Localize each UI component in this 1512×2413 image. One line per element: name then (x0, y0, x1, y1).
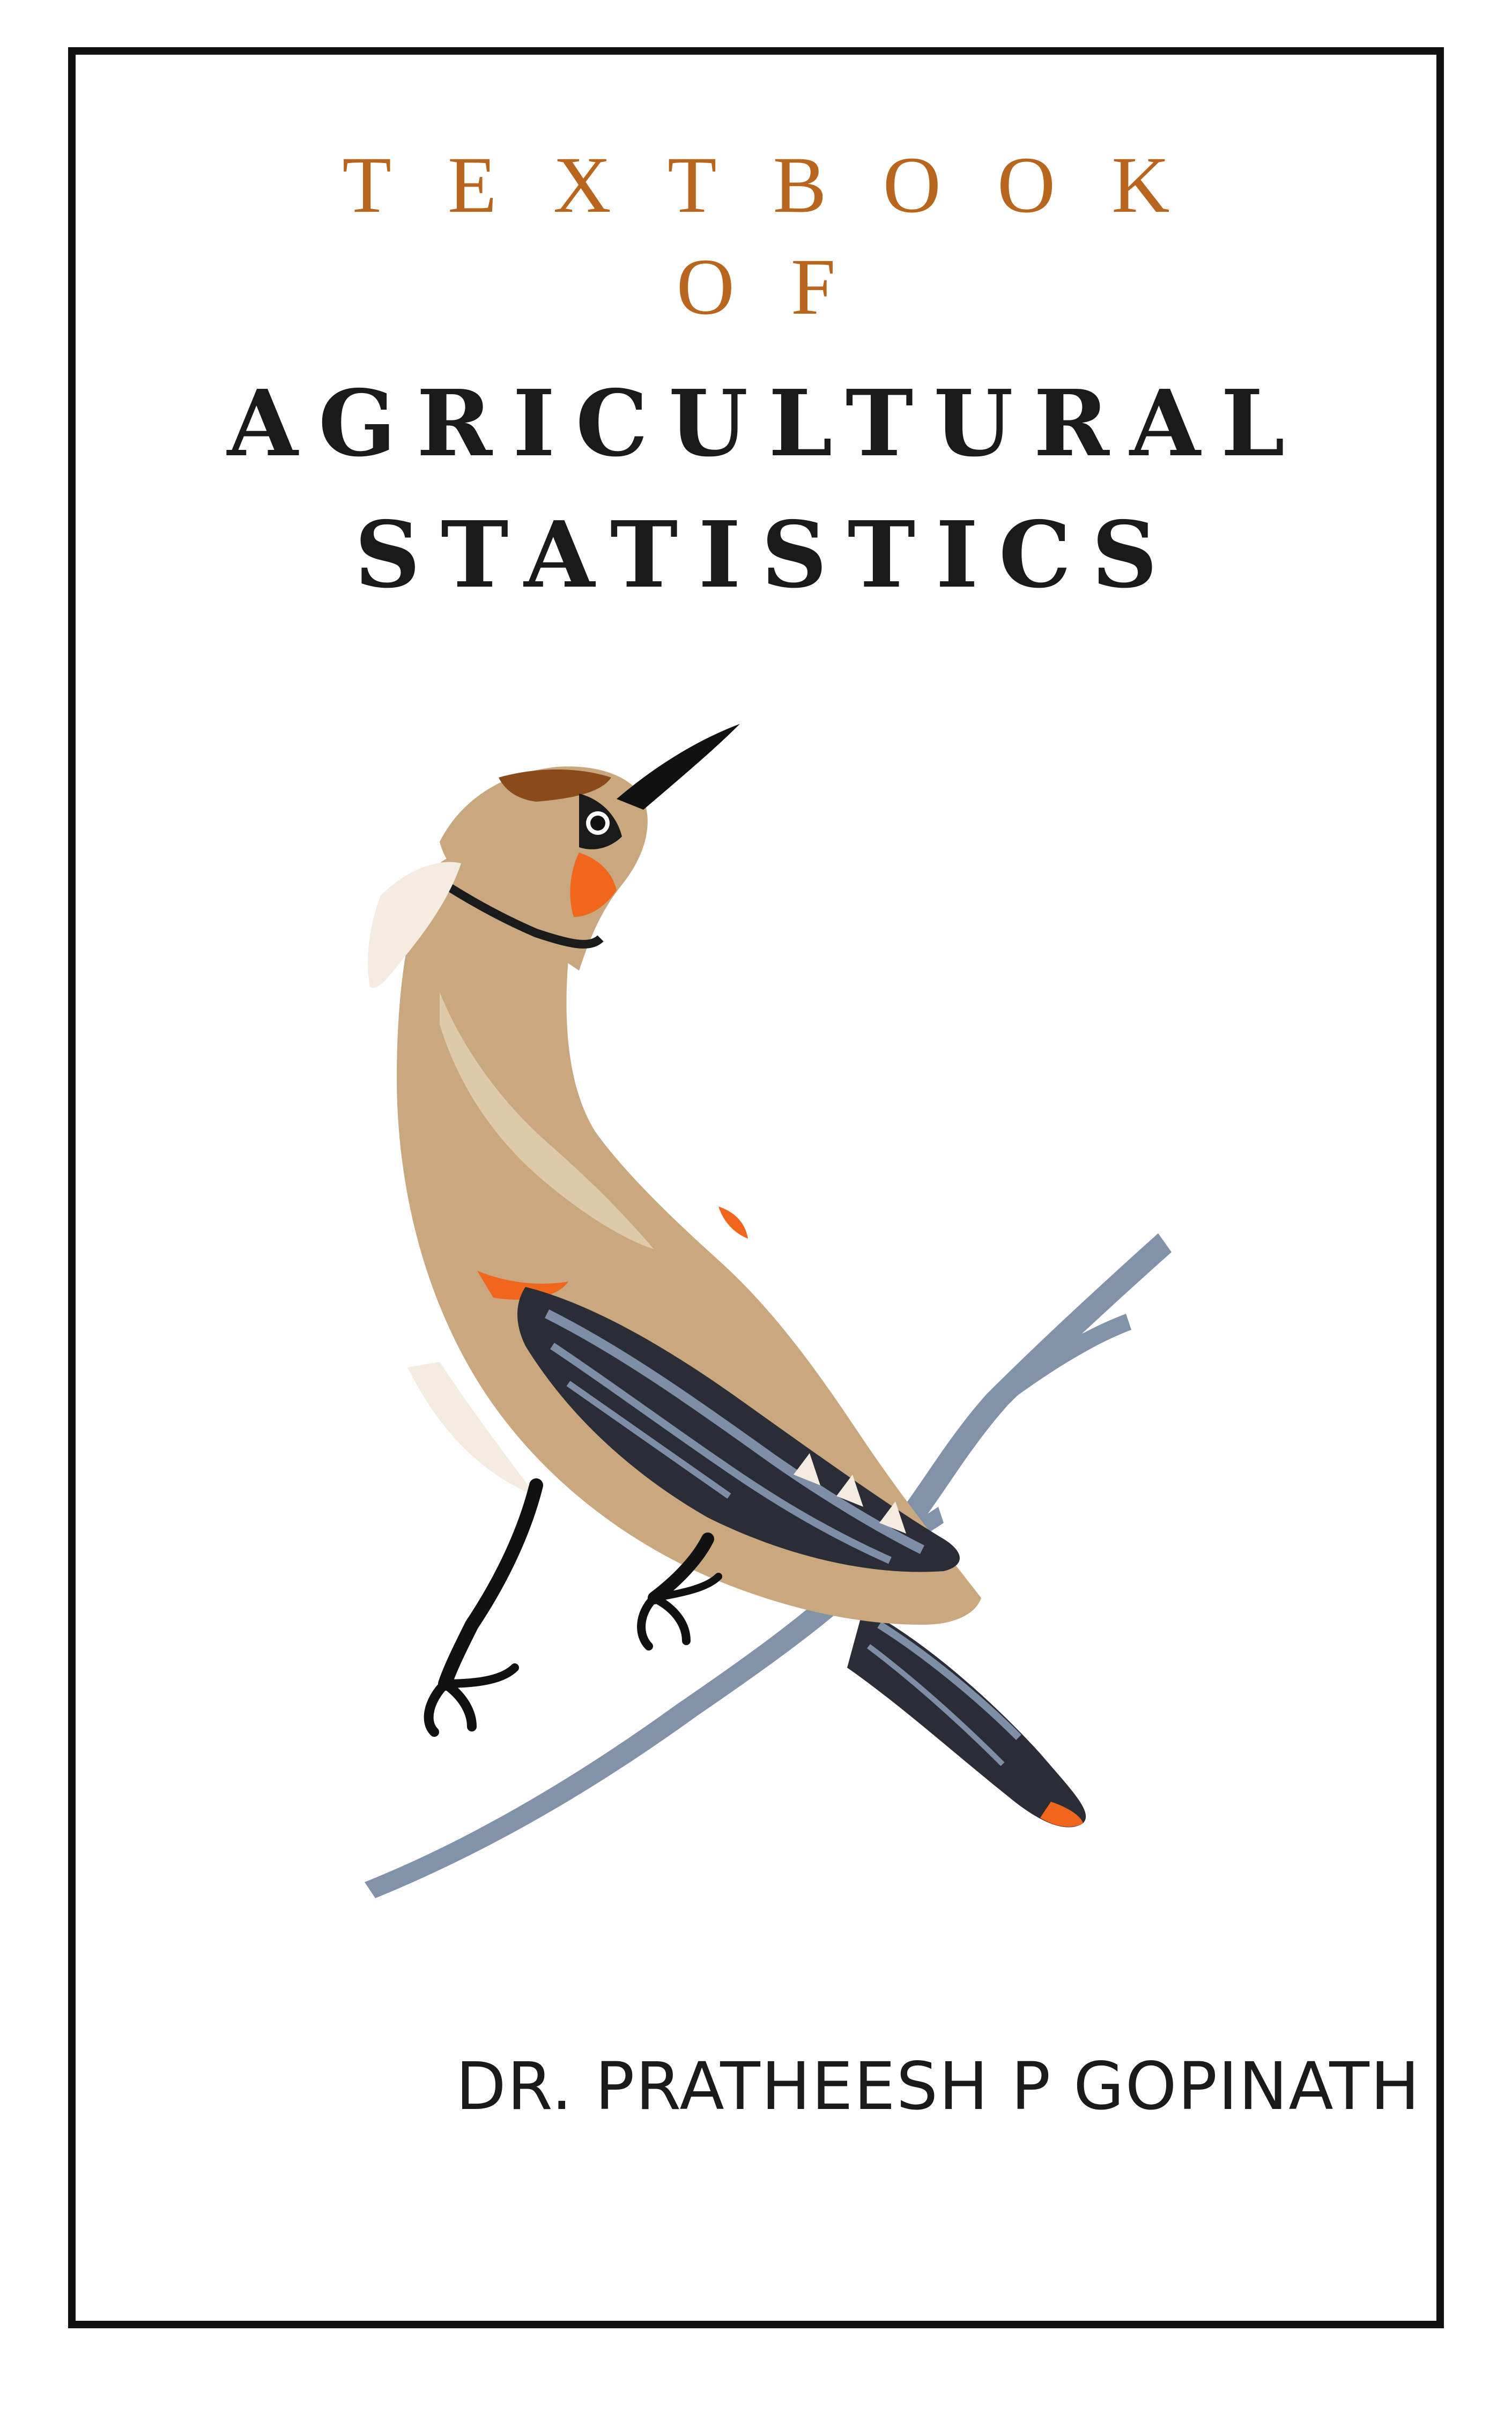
bird-tail (847, 1609, 1086, 1827)
title-statistics: STATISTICS (354, 501, 1178, 609)
bird-wing (517, 1287, 960, 1572)
title-textbook: TEXTBOOK (342, 140, 1226, 230)
bird-head (368, 724, 740, 988)
cover-border-frame (68, 47, 1444, 2328)
title-of: OF (676, 242, 892, 331)
bird-legs (424, 1478, 722, 1737)
author-name: DR. PRATHEESH P GOPINATH (456, 2048, 1421, 2125)
bird-on-branch-illustration (365, 724, 1172, 1898)
bird-body (397, 850, 981, 1625)
title-agricultural: AGRICULTURAL (227, 370, 1306, 477)
